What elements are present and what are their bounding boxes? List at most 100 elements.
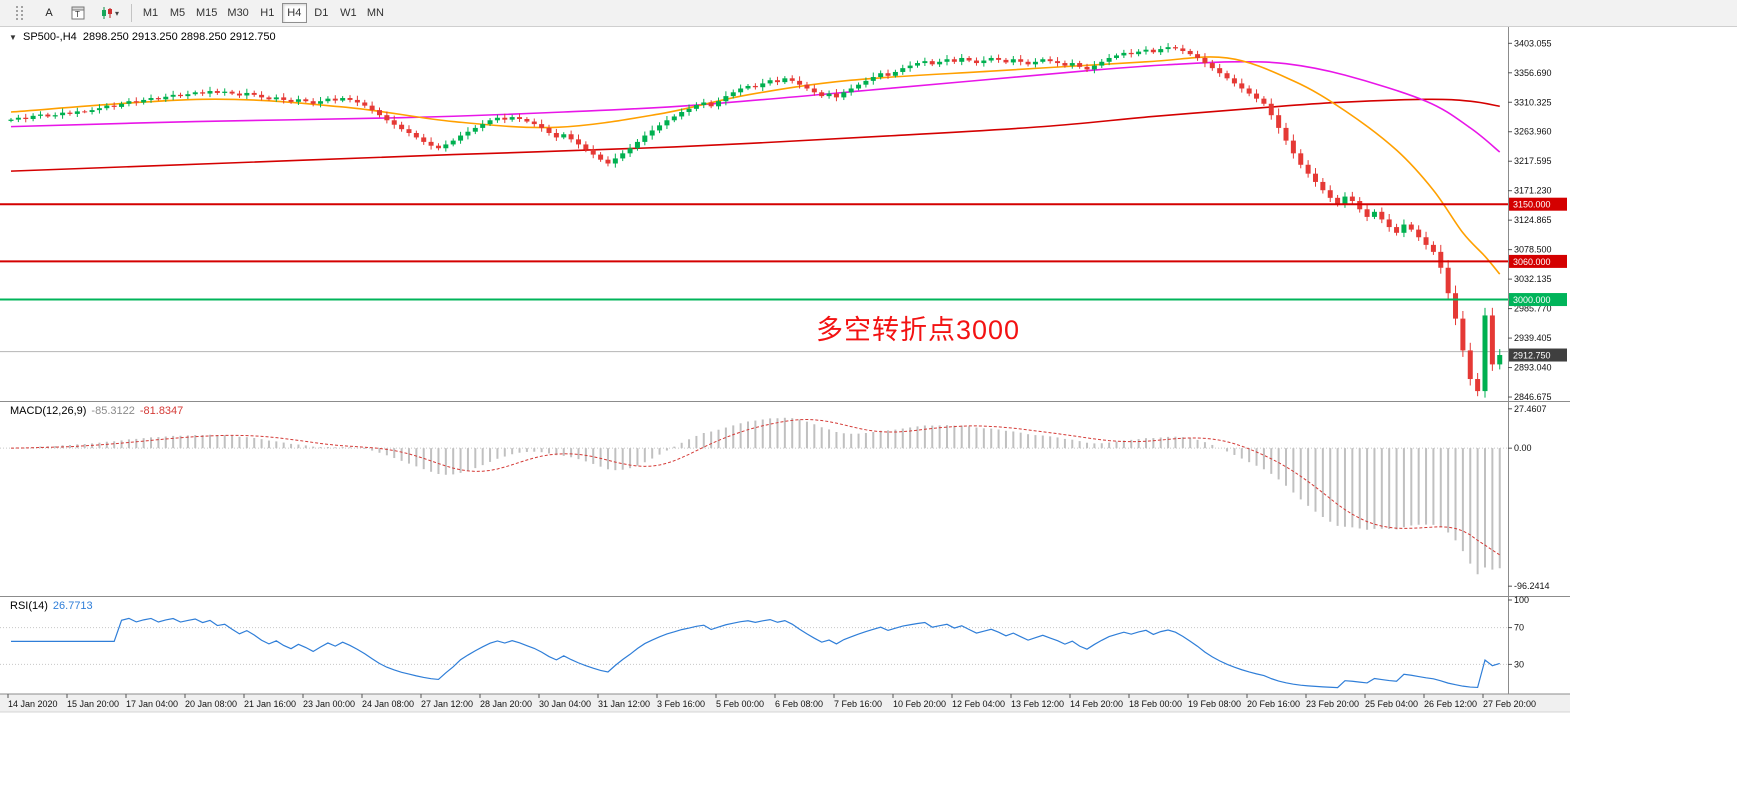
candle bbox=[553, 132, 559, 138]
candle bbox=[620, 153, 626, 159]
candle bbox=[1158, 49, 1164, 53]
candle bbox=[303, 99, 309, 102]
timeframe-h4[interactable]: H4 bbox=[281, 3, 307, 23]
candle bbox=[782, 78, 788, 83]
candle bbox=[1018, 59, 1024, 62]
candle bbox=[413, 132, 419, 138]
svg-text:0.00: 0.00 bbox=[1514, 443, 1532, 453]
candle bbox=[96, 108, 102, 111]
candle bbox=[141, 99, 147, 103]
chart-grip-icon[interactable] bbox=[5, 2, 35, 25]
rsi-panel: 100 70 30 bbox=[0, 595, 1529, 689]
timeframe-m5[interactable]: M5 bbox=[165, 3, 190, 23]
candle bbox=[207, 91, 213, 94]
candle bbox=[561, 134, 567, 138]
svg-text:6 Feb 08:00: 6 Feb 08:00 bbox=[775, 699, 823, 709]
svg-text:19 Feb 08:00: 19 Feb 08:00 bbox=[1188, 699, 1241, 709]
candle bbox=[1231, 78, 1237, 84]
svg-text:23 Feb 20:00: 23 Feb 20:00 bbox=[1306, 699, 1359, 709]
svg-text:30 Jan 04:00: 30 Jan 04:00 bbox=[539, 699, 591, 709]
candle bbox=[568, 134, 574, 140]
candle bbox=[892, 71, 898, 76]
svg-text:3403.055: 3403.055 bbox=[1514, 38, 1552, 48]
candle bbox=[480, 124, 486, 128]
candle bbox=[494, 117, 500, 121]
timeframe-m15[interactable]: M15 bbox=[192, 3, 221, 23]
candle bbox=[671, 116, 677, 121]
candle bbox=[1349, 196, 1355, 202]
timeframe-h1[interactable]: H1 bbox=[255, 3, 280, 23]
price-scale[interactable]: 3403.055 3356.690 3310.325 3263.960 3217.595… bbox=[1508, 27, 1570, 694]
timeframe-d1[interactable]: D1 bbox=[309, 3, 334, 23]
timeframe-m30[interactable]: M30 bbox=[223, 3, 252, 23]
candle bbox=[1453, 293, 1459, 319]
candle bbox=[428, 141, 434, 146]
candle bbox=[1283, 127, 1289, 141]
candle bbox=[1423, 237, 1429, 245]
candlestick-series bbox=[8, 43, 1503, 398]
candle bbox=[119, 103, 125, 107]
template-icon: T bbox=[71, 6, 85, 20]
candle bbox=[752, 85, 758, 88]
svg-text:18 Feb 00:00: 18 Feb 00:00 bbox=[1129, 699, 1182, 709]
indicators-dropdown-button[interactable]: ▾ bbox=[95, 2, 125, 25]
candle bbox=[60, 112, 66, 116]
template-button[interactable]: T bbox=[63, 2, 93, 25]
candle bbox=[288, 99, 294, 102]
candle bbox=[1460, 318, 1466, 351]
candle bbox=[760, 83, 766, 88]
candle bbox=[693, 105, 699, 109]
text-tool-button[interactable]: A bbox=[37, 3, 61, 24]
candle bbox=[1025, 61, 1031, 65]
annotation-text[interactable]: 多空转折点3000 bbox=[816, 315, 1021, 345]
candle bbox=[1091, 65, 1097, 70]
candle bbox=[856, 84, 862, 89]
candle bbox=[23, 117, 29, 120]
candle bbox=[1150, 49, 1156, 53]
candle bbox=[833, 93, 839, 98]
candle bbox=[1312, 173, 1318, 182]
candle bbox=[649, 130, 655, 136]
candle bbox=[369, 105, 375, 111]
candle bbox=[605, 159, 611, 164]
timeframe-mn[interactable]: MN bbox=[363, 3, 388, 23]
horizontal-lines[interactable]: 3150.000 3060.000 3000.000 bbox=[0, 197, 1567, 307]
candle bbox=[15, 117, 21, 120]
candle bbox=[1254, 93, 1260, 99]
candle bbox=[1069, 63, 1075, 66]
timeframe-w1[interactable]: W1 bbox=[336, 3, 361, 23]
candle bbox=[642, 135, 648, 142]
candle bbox=[745, 85, 751, 89]
candle bbox=[944, 59, 950, 62]
candle bbox=[273, 97, 279, 100]
candle bbox=[465, 131, 471, 136]
svg-text:27 Feb 20:00: 27 Feb 20:00 bbox=[1483, 699, 1536, 709]
candle bbox=[590, 149, 596, 155]
candle bbox=[598, 154, 604, 160]
candle bbox=[1386, 219, 1392, 228]
candle bbox=[192, 92, 198, 95]
svg-text:30: 30 bbox=[1514, 659, 1524, 669]
candle bbox=[1401, 224, 1407, 233]
svg-text:T: T bbox=[75, 10, 80, 19]
timeframe-m1[interactable]: M1 bbox=[138, 3, 163, 23]
candle bbox=[1114, 55, 1119, 58]
collapse-icon[interactable]: ▼ bbox=[9, 33, 17, 42]
candle bbox=[281, 97, 287, 100]
candle bbox=[1032, 61, 1038, 65]
candle bbox=[111, 105, 117, 107]
grip-dots-icon bbox=[16, 6, 23, 20]
candle bbox=[52, 115, 58, 117]
time-scale[interactable]: 14 Jan 2020 15 Jan 20:00 17 Jan 04:00 20 Ja… bbox=[7, 694, 1536, 709]
candle bbox=[841, 92, 847, 98]
symbol-name: SP500-,H4 bbox=[22, 31, 77, 43]
candle bbox=[929, 61, 935, 65]
svg-text:3171.230: 3171.230 bbox=[1514, 186, 1552, 196]
candle bbox=[354, 99, 360, 103]
candle bbox=[266, 97, 272, 100]
current-price-badge: 2912.750 bbox=[1509, 348, 1567, 362]
candle bbox=[472, 127, 478, 132]
candle bbox=[1342, 196, 1348, 205]
candle bbox=[200, 92, 206, 94]
